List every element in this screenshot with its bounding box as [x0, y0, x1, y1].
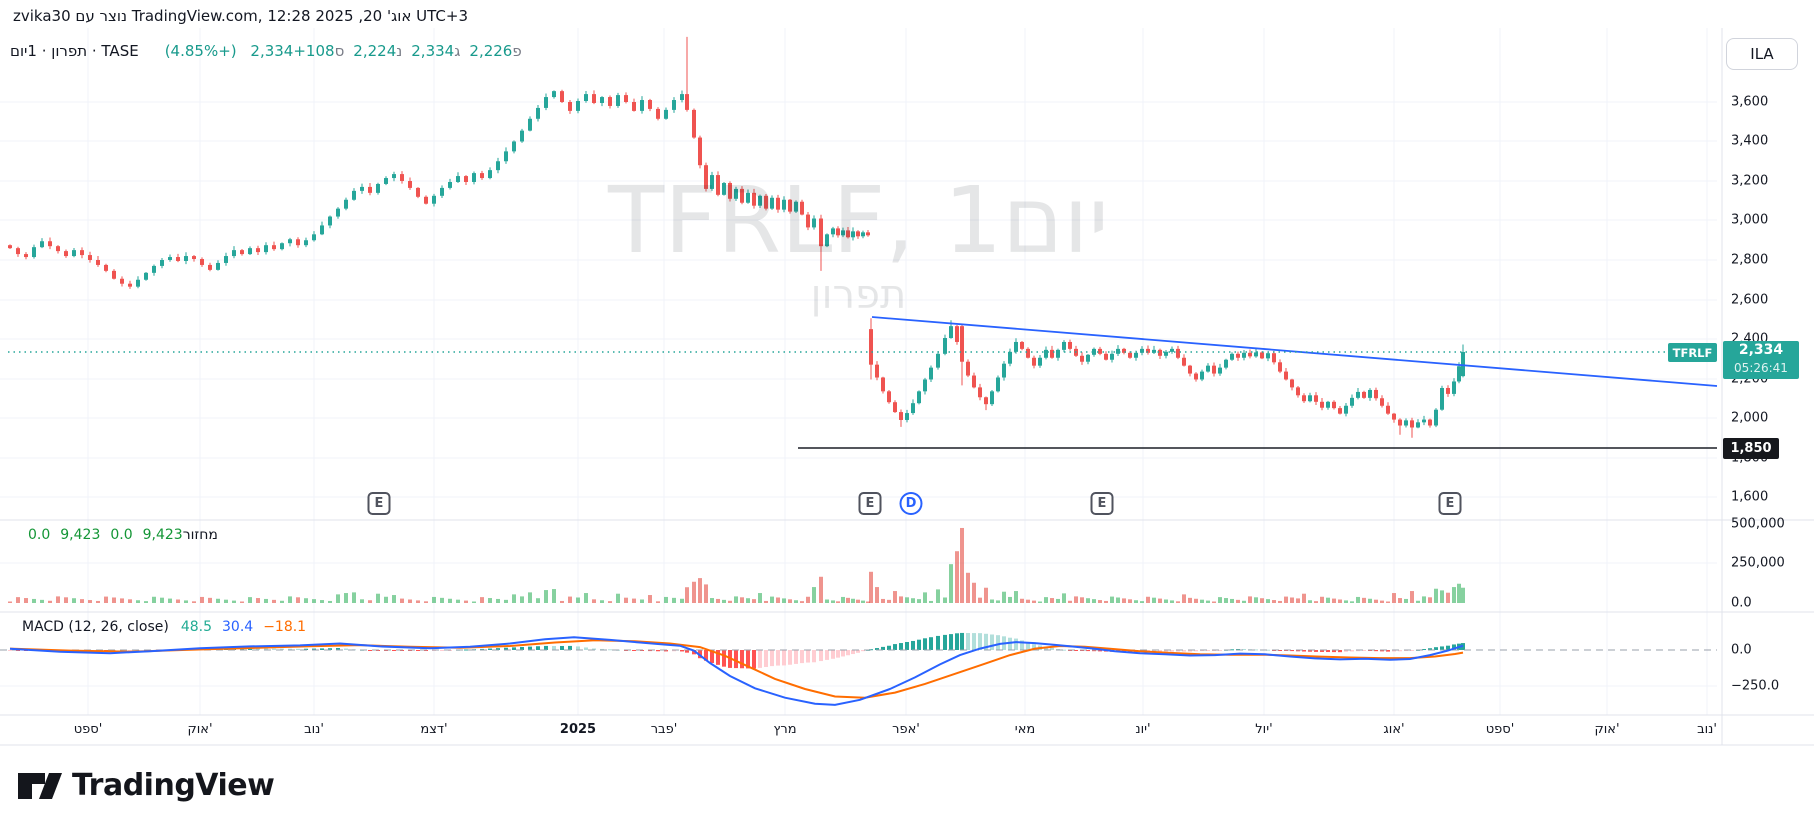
time-tick-label: אפר': [892, 722, 920, 737]
ohlc-letter: ס: [334, 42, 345, 60]
macd-signal-value: −18.1: [263, 619, 307, 635]
earnings-marker[interactable]: E: [1090, 492, 1114, 515]
earnings-marker[interactable]: E: [367, 492, 391, 515]
time-tick-label: יונ': [1135, 722, 1151, 737]
time-tick-label: 2025: [559, 722, 597, 737]
axis-tick-label: 500,000: [1731, 516, 1785, 532]
axis-tick-label: 0.0: [1731, 595, 1752, 611]
time-tick-label: דצמ': [420, 722, 448, 737]
attribution-text: zvika30 נוצר עם TradingView.com, אוג' 20…: [13, 7, 468, 25]
ohlc-value: 2,334: [250, 42, 294, 60]
axis-tick-label: 3,600: [1731, 94, 1769, 110]
tradingview-logo[interactable]: TradingView: [18, 768, 275, 803]
volume-legend[interactable]: מחזור 0.0 9,423 0.0 9,423: [18, 527, 218, 543]
time-tick-label: אוג': [1383, 722, 1405, 737]
volume-values: 0.0 9,423 0.0 9,423: [18, 527, 183, 543]
axis-tick-label: 2,800: [1731, 252, 1769, 268]
ohlc-value: 2,226: [469, 42, 513, 60]
current-price-value: 2,334: [1738, 342, 1784, 358]
ohlc-pair: ג2,334: [411, 42, 460, 60]
volume-title[interactable]: מחזור: [182, 527, 218, 543]
time-tick-label: ספט': [1485, 722, 1515, 737]
axis-tick-label: 2,000: [1731, 410, 1769, 426]
time-tick-label: נוב': [304, 722, 324, 737]
currency-toggle[interactable]: ILA: [1726, 38, 1798, 70]
macd-title[interactable]: MACD (12, 26, close): [22, 619, 169, 635]
ohlc-values: פ2,226ג2,334נ2,224ס2,334: [241, 42, 521, 60]
axis-tick-label: 3,200: [1731, 173, 1769, 189]
earnings-marker[interactable]: E: [1438, 492, 1462, 515]
time-tick-label: פבר': [650, 722, 678, 737]
time-tick-label: ספט': [73, 722, 103, 737]
tradingview-logo-icon: [18, 772, 62, 799]
volume-value: 0.0: [28, 527, 51, 543]
time-tick-label: אוק': [1594, 722, 1620, 737]
axis-tick-label: −250.0: [1731, 678, 1780, 694]
time-axis[interactable]: ספט' אוק' נוב' דצמ' 2025 פבר' מרץ אפר' מאי יונ' יו…: [0, 716, 1814, 745]
current-price-label[interactable]: 2,334 05:26:41: [1723, 341, 1799, 379]
symbol-legend[interactable]: תפרון · 1יום · TASE פ2,226ג2,334נ2,224ס2,…: [10, 42, 522, 60]
axis-tick-label: 3,400: [1731, 133, 1769, 149]
axis-tick-label: 3,000: [1731, 212, 1769, 228]
time-tick-label: מרץ: [773, 722, 797, 737]
axis-tick-label: 1,600: [1731, 489, 1769, 505]
earnings-marker[interactable]: E: [858, 492, 882, 515]
axis-tick-label: 250,000: [1731, 555, 1785, 571]
support-level-label[interactable]: 1,850: [1723, 438, 1779, 459]
time-tick-label: מאי: [1014, 722, 1036, 737]
ohlc-value: 2,224: [353, 42, 397, 60]
ohlc-pair: פ2,226: [469, 42, 521, 60]
time-tick-label: אוק': [187, 722, 213, 737]
macd-line-value: 30.4: [222, 619, 254, 635]
price-line-symbol-tag: TFRLF: [1668, 343, 1717, 362]
change-value: +108 (+4.85%): [164, 42, 335, 60]
bar-countdown: 05:26:41: [1734, 361, 1788, 375]
dividend-marker[interactable]: D: [899, 492, 923, 515]
macd-legend[interactable]: MACD (12, 26, close) 48.5 30.4 −18.1: [22, 619, 306, 635]
ohlc-letter: פ: [512, 42, 522, 60]
ohlc-letter: ג: [454, 42, 461, 60]
ohlc-pair: נ2,224: [353, 42, 402, 60]
tradingview-logo-word: TradingView: [72, 768, 275, 803]
axis-tick-label: 2,600: [1731, 292, 1769, 308]
volume-value: 9,423: [60, 527, 101, 543]
symbol-title[interactable]: תפרון · 1יום · TASE: [10, 42, 139, 60]
time-tick-label: יול': [1255, 722, 1273, 737]
time-tick-label: נוב': [1697, 722, 1717, 737]
volume-value: 0.0: [110, 527, 133, 543]
axis-tick-label: 0.0: [1731, 642, 1752, 658]
ohlc-letter: נ: [396, 42, 403, 60]
macd-hist-value: 48.5: [180, 619, 213, 635]
ohlc-value: 2,334: [411, 42, 455, 60]
volume-value: 9,423: [142, 527, 183, 543]
ohlc-pair: ס 2,334: [250, 42, 344, 60]
